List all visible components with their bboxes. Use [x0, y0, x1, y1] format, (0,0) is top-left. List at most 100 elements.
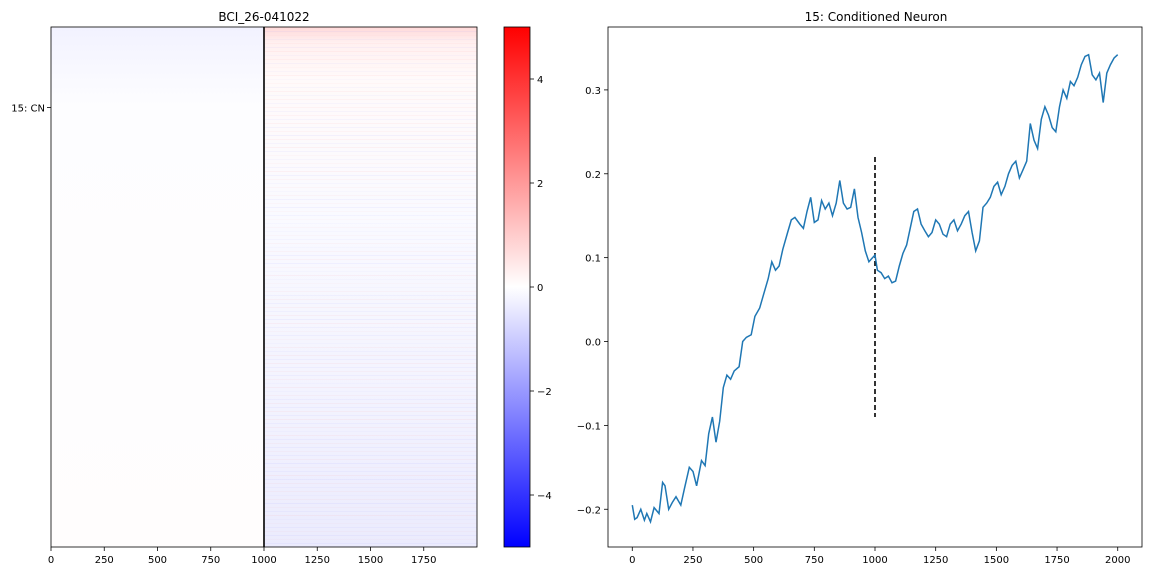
heatmap-row-stripe — [264, 127, 477, 128]
heatmap-row-stripe — [264, 79, 477, 80]
heatmap-row-stripe — [264, 415, 477, 416]
heatmap-row-stripe — [264, 211, 477, 212]
heatmap-row-stripe — [264, 375, 477, 376]
colorbar-tick-label: 0 — [537, 283, 543, 294]
heatmap-row-stripe — [264, 123, 477, 124]
line-x-tick-label: 1500 — [984, 555, 1009, 566]
line-y-tick-label: 0.3 — [585, 86, 601, 97]
heatmap-row-stripe — [264, 55, 477, 56]
heatmap-row-stripe — [264, 191, 477, 192]
heatmap-x-tick-label: 1500 — [358, 555, 383, 566]
heatmap-row-stripe — [264, 95, 477, 96]
colorbar-gradient — [503, 26, 531, 548]
line-x-tick-label: 2000 — [1105, 555, 1130, 566]
heatmap-row-stripe — [264, 491, 477, 492]
heatmap-row-stripe — [264, 247, 477, 248]
heatmap-row-stripe — [264, 239, 477, 240]
heatmap-x-tick-label: 1250 — [305, 555, 330, 566]
heatmap-row-stripe — [264, 331, 477, 332]
heatmap-row-stripe — [264, 411, 477, 412]
line-series — [631, 53, 1119, 525]
line-x-axis: 0 250 500 750 1000 1250 1500 1750 2000 — [629, 547, 1130, 566]
heatmap-row-stripe — [264, 83, 477, 84]
heatmap-row-stripe — [264, 455, 477, 456]
heatmap-row-stripe — [264, 379, 477, 380]
heatmap-row-stripe — [264, 231, 477, 232]
heatmap-row-stripe — [264, 71, 477, 72]
heatmap-row-stripe — [264, 271, 477, 272]
heatmap-row-stripe — [264, 47, 477, 48]
heatmap-row-stripe — [264, 159, 477, 160]
heatmap-row-stripe — [264, 519, 477, 520]
heatmap-row-stripe — [264, 175, 477, 176]
heatmap-x-tick-label: 0 — [48, 555, 54, 566]
heatmap-row-stripe — [264, 371, 477, 372]
heatmap-row-stripe — [264, 303, 477, 304]
heatmap-row-stripe — [264, 203, 477, 204]
heatmap-row-stripe — [264, 487, 477, 488]
heatmap-row-stripe — [264, 499, 477, 500]
heatmap-row-stripe — [264, 351, 477, 352]
heatmap-row-stripe — [264, 151, 477, 152]
heatmap-row-stripe — [264, 287, 477, 288]
heatmap-row-stripe — [264, 235, 477, 236]
heatmap-row-stripe — [264, 467, 477, 468]
heatmap-row-stripe — [264, 187, 477, 188]
heatmap-row-stripe — [264, 251, 477, 252]
heatmap-y-tick-label: 15: CN — [11, 104, 45, 115]
heatmap-row-stripe — [264, 43, 477, 44]
heatmap-row-stripe — [264, 179, 477, 180]
heatmap-row-stripe — [264, 315, 477, 316]
heatmap-row-stripe — [264, 215, 477, 216]
heatmap-row-stripe — [264, 91, 477, 92]
heatmap-row-stripe — [264, 39, 477, 40]
heatmap-x-axis: 0 250 500 750 1000 1250 1500 1750 — [48, 547, 436, 566]
heatmap-row-stripe — [264, 75, 477, 76]
heatmap-row-stripe — [264, 327, 477, 328]
heatmap-row-stripe — [264, 135, 477, 136]
heatmap-row-stripe — [264, 279, 477, 280]
heatmap-row-stripe — [264, 99, 477, 100]
heatmap-row-stripe — [264, 367, 477, 368]
heatmap-x-tick-label: 500 — [148, 555, 167, 566]
heatmap-row-stripe — [264, 219, 477, 220]
heatmap-x-tick-label: 1750 — [411, 555, 436, 566]
heatmap-row-stripe — [264, 539, 477, 540]
heatmap-row-stripe — [264, 299, 477, 300]
heatmap-row-stripe — [264, 171, 477, 172]
heatmap-panel: BCI_26-041022 0 250 500 750 1000 1250 1500 1750… — [11, 10, 478, 566]
heatmap-row-stripe — [264, 443, 477, 444]
heatmap-row-stripe — [264, 147, 477, 148]
heatmap-post-region — [264, 27, 477, 547]
heatmap-row-stripe — [264, 319, 477, 320]
heatmap-row-stripe — [264, 403, 477, 404]
heatmap-row-stripe — [264, 335, 477, 336]
heatmap-row-stripe — [264, 511, 477, 512]
heatmap-row-stripe — [264, 167, 477, 168]
heatmap-row-stripe — [264, 431, 477, 432]
heatmap-row-stripe — [264, 183, 477, 184]
heatmap-row-stripe — [264, 475, 477, 476]
heatmap-row-stripe — [264, 139, 477, 140]
line-x-tick-label: 750 — [805, 555, 824, 566]
heatmap-pre-region — [51, 27, 264, 547]
heatmap-row-stripe — [264, 355, 477, 356]
heatmap-row-stripe — [264, 383, 477, 384]
heatmap-row-stripe — [264, 111, 477, 112]
heatmap-row-stripe — [264, 471, 477, 472]
heatmap-row-stripe — [264, 399, 477, 400]
colorbar-tick-label: −4 — [537, 491, 552, 502]
heatmap-row-stripe — [264, 31, 477, 32]
heatmap-image — [51, 27, 477, 547]
colorbar-axis: −4 −2 0 2 4 — [530, 75, 552, 502]
line-x-tick-label: 250 — [683, 555, 702, 566]
heatmap-row-stripe — [264, 527, 477, 528]
heatmap-row-stripe — [264, 255, 477, 256]
heatmap-row-stripe — [264, 243, 477, 244]
heatmap-row-stripe — [264, 223, 477, 224]
heatmap-row-stripe — [264, 263, 477, 264]
heatmap-row-stripe — [264, 503, 477, 504]
heatmap-row-stripe — [264, 163, 477, 164]
heatmap-row-stripe — [264, 107, 477, 108]
heatmap-row-stripe — [264, 391, 477, 392]
